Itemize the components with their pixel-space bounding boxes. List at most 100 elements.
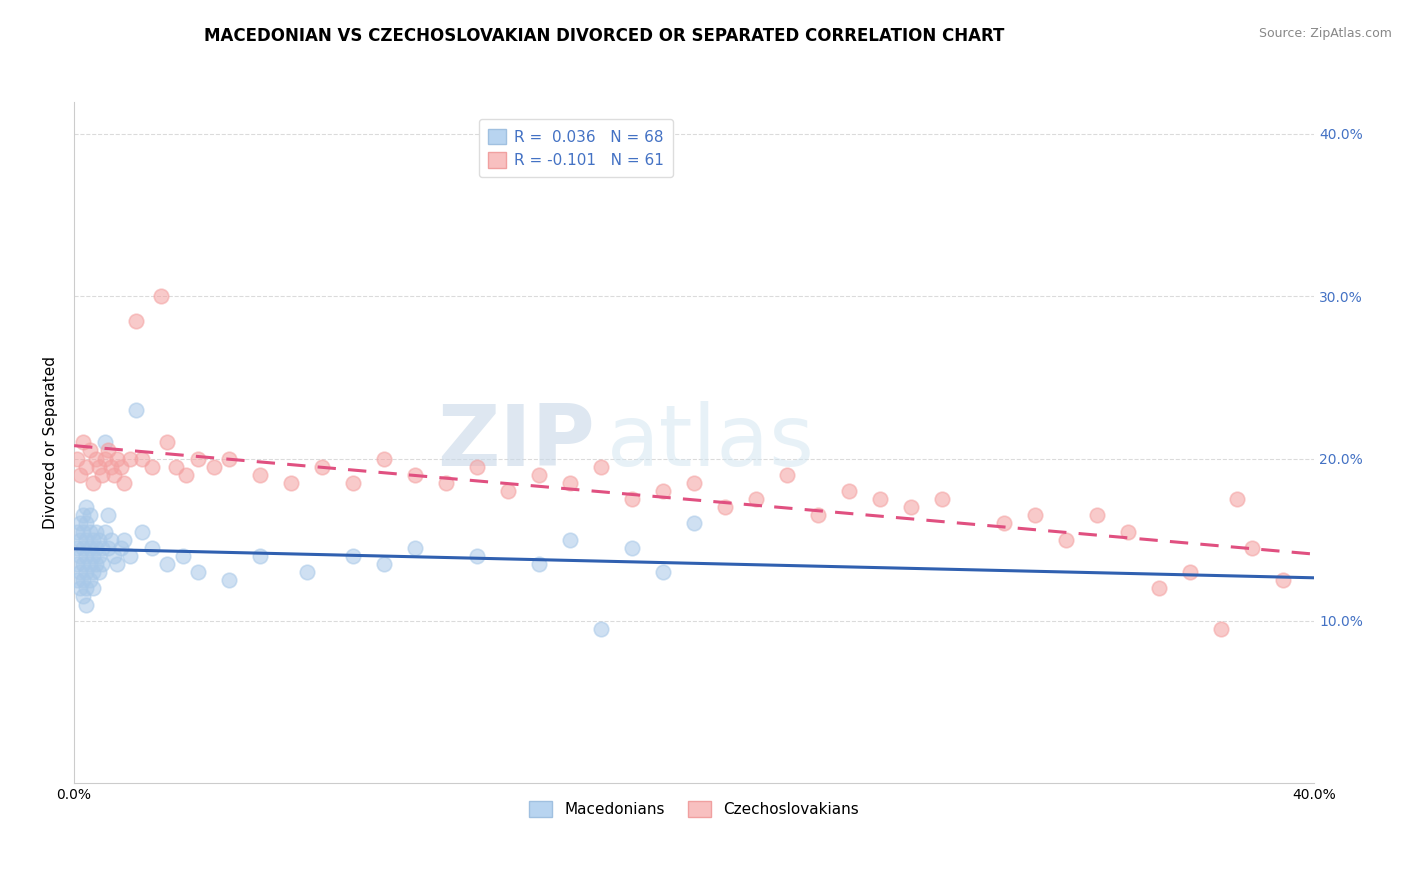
Point xyxy=(91,557,114,571)
Point xyxy=(174,467,197,482)
Point xyxy=(404,467,426,482)
Point xyxy=(76,598,98,612)
Point xyxy=(165,459,187,474)
Point xyxy=(72,573,94,587)
Point xyxy=(103,549,125,563)
Point xyxy=(131,524,153,539)
Point xyxy=(118,451,141,466)
Point xyxy=(66,557,89,571)
Point xyxy=(776,467,799,482)
Point xyxy=(72,508,94,523)
Point xyxy=(652,483,675,498)
Point xyxy=(87,549,110,563)
Point xyxy=(558,533,581,547)
Point xyxy=(1054,533,1077,547)
Point xyxy=(714,500,737,515)
Point xyxy=(82,475,104,490)
Point xyxy=(97,508,120,523)
Point xyxy=(683,516,706,531)
Point xyxy=(1147,582,1170,596)
Point xyxy=(342,475,364,490)
Point xyxy=(76,516,98,531)
Point xyxy=(72,557,94,571)
Point xyxy=(69,467,91,482)
Point xyxy=(1272,573,1295,587)
Point xyxy=(87,533,110,547)
Y-axis label: Divorced or Separated: Divorced or Separated xyxy=(44,356,58,529)
Point xyxy=(745,491,768,506)
Point xyxy=(118,549,141,563)
Text: ZIP: ZIP xyxy=(437,401,595,483)
Point xyxy=(79,557,101,571)
Point xyxy=(66,451,89,466)
Point xyxy=(69,549,91,563)
Point xyxy=(69,582,91,596)
Point xyxy=(87,565,110,579)
Text: atlas: atlas xyxy=(607,401,815,483)
Point xyxy=(311,459,333,474)
Point xyxy=(79,508,101,523)
Point xyxy=(373,451,395,466)
Point xyxy=(97,541,120,555)
Point xyxy=(131,451,153,466)
Point xyxy=(527,557,550,571)
Point xyxy=(807,508,830,523)
Point xyxy=(141,541,163,555)
Point xyxy=(683,475,706,490)
Point xyxy=(202,459,225,474)
Point xyxy=(249,549,271,563)
Point xyxy=(280,475,302,490)
Point xyxy=(76,500,98,515)
Point xyxy=(79,524,101,539)
Point xyxy=(112,475,135,490)
Point xyxy=(97,443,120,458)
Point xyxy=(84,557,107,571)
Text: MACEDONIAN VS CZECHOSLOVAKIAN DIVORCED OR SEPARATED CORRELATION CHART: MACEDONIAN VS CZECHOSLOVAKIAN DIVORCED O… xyxy=(204,27,1005,45)
Point xyxy=(249,467,271,482)
Point xyxy=(156,557,179,571)
Point xyxy=(103,467,125,482)
Point xyxy=(156,435,179,450)
Point xyxy=(94,435,117,450)
Text: Source: ZipAtlas.com: Source: ZipAtlas.com xyxy=(1258,27,1392,40)
Point xyxy=(465,549,488,563)
Point xyxy=(84,541,107,555)
Point xyxy=(558,475,581,490)
Point xyxy=(295,565,318,579)
Point xyxy=(900,500,922,515)
Point xyxy=(187,451,209,466)
Point xyxy=(82,565,104,579)
Legend: Macedonians, Czechoslovakians: Macedonians, Czechoslovakians xyxy=(523,795,865,823)
Point xyxy=(100,459,122,474)
Point xyxy=(79,573,101,587)
Point xyxy=(72,590,94,604)
Point xyxy=(125,402,148,417)
Point xyxy=(1178,565,1201,579)
Point xyxy=(82,582,104,596)
Point xyxy=(110,459,132,474)
Point xyxy=(107,451,129,466)
Point xyxy=(82,549,104,563)
Point xyxy=(66,541,89,555)
Point xyxy=(79,443,101,458)
Point xyxy=(66,573,89,587)
Point xyxy=(652,565,675,579)
Point xyxy=(107,557,129,571)
Point xyxy=(527,467,550,482)
Point xyxy=(496,483,519,498)
Point xyxy=(91,467,114,482)
Point xyxy=(84,524,107,539)
Point xyxy=(373,557,395,571)
Point xyxy=(76,582,98,596)
Point xyxy=(94,524,117,539)
Point xyxy=(141,459,163,474)
Point xyxy=(69,516,91,531)
Point xyxy=(76,459,98,474)
Point xyxy=(76,549,98,563)
Point xyxy=(112,533,135,547)
Point xyxy=(931,491,953,506)
Point xyxy=(72,435,94,450)
Point xyxy=(1116,524,1139,539)
Point xyxy=(69,565,91,579)
Point xyxy=(1024,508,1046,523)
